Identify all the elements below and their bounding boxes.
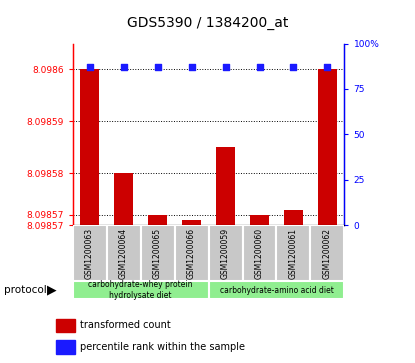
Text: GSM1200066: GSM1200066 bbox=[187, 228, 196, 279]
Bar bbox=[284, 209, 303, 225]
Point bbox=[120, 64, 127, 70]
Text: GSM1200060: GSM1200060 bbox=[255, 228, 264, 279]
Point bbox=[324, 64, 331, 70]
Bar bbox=[141, 225, 175, 281]
Bar bbox=[73, 225, 107, 281]
Point bbox=[256, 64, 263, 70]
Text: GSM1200059: GSM1200059 bbox=[221, 228, 230, 279]
Text: GSM1200065: GSM1200065 bbox=[153, 228, 162, 279]
Bar bbox=[56, 340, 75, 354]
Text: GSM1200061: GSM1200061 bbox=[289, 228, 298, 279]
Bar bbox=[107, 225, 141, 281]
Bar bbox=[148, 215, 167, 225]
Text: GSM1200063: GSM1200063 bbox=[85, 228, 94, 279]
Text: GSM1200062: GSM1200062 bbox=[323, 228, 332, 279]
Bar bbox=[242, 225, 276, 281]
Point bbox=[290, 64, 297, 70]
Point bbox=[188, 64, 195, 70]
Bar bbox=[310, 225, 344, 281]
Bar bbox=[276, 225, 310, 281]
Bar bbox=[56, 319, 75, 332]
Point bbox=[222, 64, 229, 70]
Bar bbox=[216, 147, 235, 225]
Bar bbox=[318, 69, 337, 225]
Text: GSM1200064: GSM1200064 bbox=[119, 228, 128, 279]
Point bbox=[154, 64, 161, 70]
Bar bbox=[114, 173, 133, 225]
Text: percentile rank within the sample: percentile rank within the sample bbox=[81, 342, 245, 352]
Text: ▶: ▶ bbox=[47, 284, 57, 297]
Point bbox=[86, 64, 93, 70]
Bar bbox=[209, 281, 344, 299]
Bar bbox=[209, 225, 242, 281]
Text: protocol: protocol bbox=[4, 285, 47, 295]
Bar bbox=[175, 225, 209, 281]
Bar bbox=[250, 215, 269, 225]
Bar bbox=[80, 69, 99, 225]
Bar bbox=[182, 220, 201, 225]
Bar bbox=[73, 281, 209, 299]
Text: carbohydrate-whey protein
hydrolysate diet: carbohydrate-whey protein hydrolysate di… bbox=[88, 280, 193, 300]
Text: transformed count: transformed count bbox=[81, 321, 171, 330]
Text: GDS5390 / 1384200_at: GDS5390 / 1384200_at bbox=[127, 16, 288, 30]
Text: carbohydrate-amino acid diet: carbohydrate-amino acid diet bbox=[220, 286, 333, 294]
